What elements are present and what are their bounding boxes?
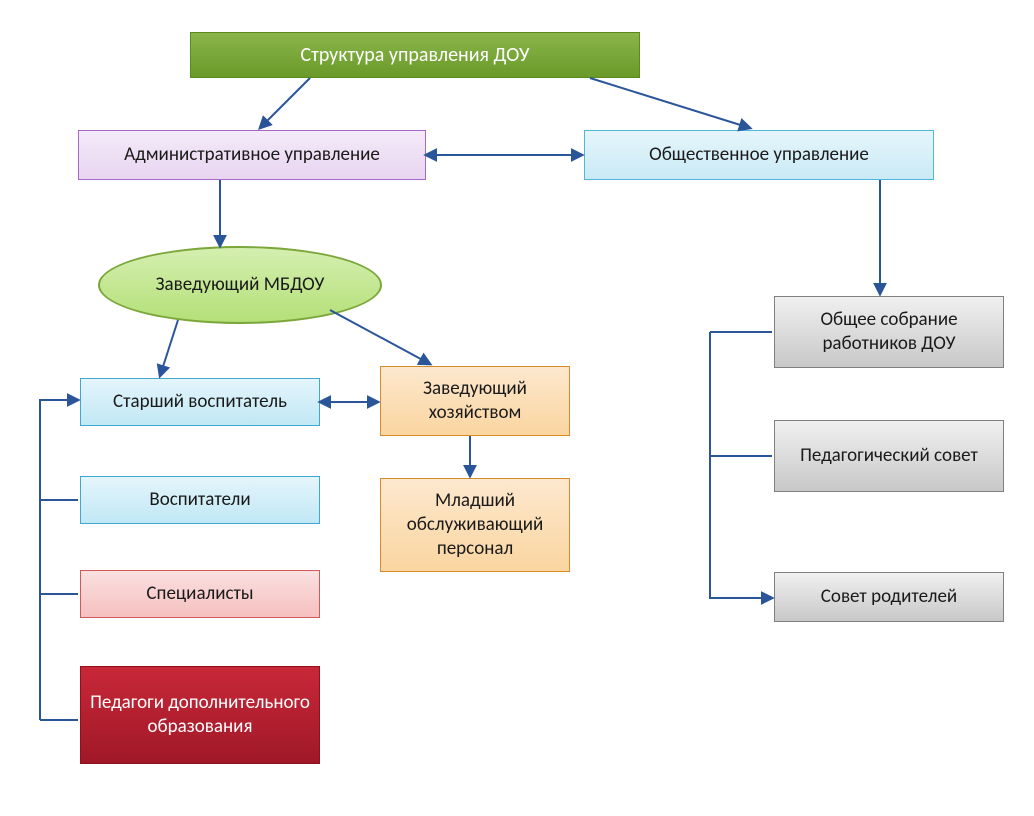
node-label: Старший воспитатель (113, 390, 287, 414)
node-root: Структура управления ДОУ (190, 32, 640, 78)
node-public: Общественное управление (584, 130, 934, 180)
node-parent_council: Совет родителей (774, 572, 1004, 622)
edge-13 (710, 332, 772, 598)
node-head: Заведующий МБДОУ (98, 246, 382, 324)
node-label: Педагоги дополнительного образования (87, 691, 313, 739)
edge-4 (160, 320, 178, 376)
node-label: Общественное управление (649, 143, 869, 167)
node-label: Педагогический совет (800, 444, 978, 468)
node-admin: Административное управление (78, 130, 426, 180)
edge-0 (260, 78, 310, 128)
node-label: Младший обслуживающий персонал (387, 489, 563, 560)
node-label: Общее собрание работников ДОУ (781, 308, 997, 356)
node-label: Заведующий МБДОУ (156, 273, 325, 297)
node-junior: Младший обслуживающий персонал (380, 478, 570, 572)
node-extra_teachers: Педагоги дополнительного образования (80, 666, 320, 764)
node-label: Структура управления ДОУ (300, 43, 529, 68)
node-senior: Старший воспитатель (80, 378, 320, 426)
node-general_meeting: Общее собрание работников ДОУ (774, 296, 1004, 368)
node-manager: Заведующий хозяйством (380, 366, 570, 436)
node-specialists: Специалисты (80, 570, 320, 618)
node-label: Совет родителей (821, 585, 957, 609)
node-label: Специалисты (146, 582, 253, 606)
edge-8 (40, 400, 78, 720)
edge-5 (330, 310, 430, 364)
node-label: Воспитатели (149, 488, 250, 512)
node-label: Заведующий хозяйством (387, 377, 563, 425)
node-ped_council: Педагогический совет (774, 420, 1004, 492)
node-educators: Воспитатели (80, 476, 320, 524)
edge-1 (590, 78, 750, 128)
node-label: Административное управление (124, 143, 380, 167)
